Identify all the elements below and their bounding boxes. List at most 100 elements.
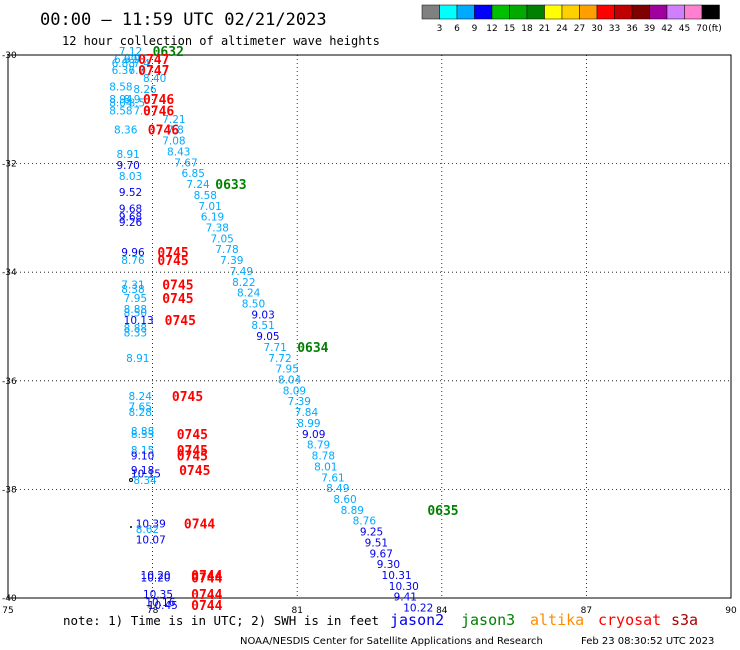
data-point-value: 7.65 — [129, 402, 152, 414]
data-point-value: 7.38 — [206, 222, 229, 234]
data-point-value: 8.36 — [114, 125, 138, 137]
data-point-value: 6.9 — [124, 54, 141, 66]
data-point-value: 8.33 — [131, 429, 154, 441]
x-tick-label: 78 — [147, 606, 159, 616]
colorbar-label: 24 — [556, 24, 568, 34]
data-point-value: 10.45 — [148, 600, 178, 612]
data-point-value: 8.88 — [124, 323, 147, 335]
colorbar-swatch — [509, 4, 528, 20]
data-point-value: 8.04 — [278, 375, 302, 387]
data-point-value: 8.58 — [109, 106, 132, 118]
data-point-value: 6.99 — [114, 54, 137, 66]
data-point-value: 8.60 — [333, 494, 356, 506]
y-tick-label: -40 — [2, 594, 17, 604]
data-point-value: 8.24 — [129, 391, 153, 403]
pass-time-label: 0633 — [215, 178, 246, 193]
pass-time-label: 0632 — [153, 45, 184, 60]
data-point-value: 6.85 — [182, 168, 205, 180]
pass-time-label: 0745 — [165, 314, 196, 329]
y-tick-label: -34 — [2, 268, 17, 278]
data-point-value: 8.79 — [307, 440, 330, 452]
colorbar-swatch — [666, 4, 685, 20]
chart-subtitle: 12 hour collection of altimeter wave hei… — [62, 34, 380, 48]
colorbar-swatch — [439, 4, 458, 20]
data-point-value: 8.94 — [109, 94, 133, 106]
colorbar-swatch — [474, 4, 493, 20]
pass-time-label: 0745 — [179, 464, 210, 479]
note-text: note: 1) Time is in UTC; 2) SWH is in fe… — [63, 613, 379, 628]
pass-time-label: 0744 — [184, 517, 215, 532]
data-point-value: 7.05 — [210, 233, 233, 245]
data-point-value: 10.35 — [143, 589, 173, 601]
data-point-value: 8.9 — [124, 94, 141, 106]
data-point-value: 8.34 — [133, 475, 157, 487]
data-point-value: 8.04 — [109, 98, 133, 110]
data-point-value: 6.7 — [129, 65, 146, 77]
data-point-value: 6.19 — [201, 212, 224, 224]
pass-time-label: 0745 — [162, 292, 193, 307]
data-point-value: 7.8 — [133, 106, 150, 118]
data-point-value: 9.26 — [119, 217, 143, 229]
marker-dot — [130, 526, 132, 528]
plot-frame — [7, 54, 732, 599]
data-point-value: 8.22 — [232, 277, 255, 289]
data-point-value: 7.31 — [121, 279, 144, 291]
y-tick-label: -38 — [2, 485, 17, 495]
data-point-value: 9.96 — [121, 247, 145, 259]
x-tick-label: 90 — [725, 606, 737, 616]
pass-time-label: 0745 — [157, 254, 188, 269]
data-point-value: 7.12 — [119, 46, 142, 58]
data-point-value: 8.99 — [297, 418, 320, 430]
data-point-value: 8.38 — [121, 284, 144, 296]
data-point-value: 10.15 — [131, 468, 161, 480]
colorbar-label: 27 — [574, 24, 585, 34]
legend-s3a: s3a — [671, 611, 698, 629]
data-point-value: 7.08 — [162, 136, 185, 148]
legend-altika: altika — [530, 611, 584, 629]
data-point-value: 7.78 — [215, 244, 238, 256]
data-point-value: 8.50 — [242, 298, 265, 310]
colorbar-label: 42 — [661, 24, 672, 34]
data-point-value: 8.51 — [251, 320, 274, 332]
data-point-value: 8.26 — [133, 84, 157, 96]
colorbar-label: 12 — [486, 24, 497, 34]
pass-time-label: 0745 — [162, 278, 193, 293]
colorbar-swatch — [491, 4, 510, 20]
pass-time-label: 0635 — [427, 504, 458, 519]
data-point-value: 10.16 — [145, 597, 175, 609]
data-point-value: 7.01 — [198, 201, 221, 213]
colorbar-label: 33 — [609, 24, 620, 34]
colorbar-label: 45 — [679, 24, 690, 34]
data-point-value: 7.61 — [321, 472, 344, 484]
data-point-value: 9.52 — [119, 187, 142, 199]
x-tick-label: 75 — [2, 606, 13, 616]
data-point-value: 7.39 — [220, 255, 243, 267]
data-point-value: 8.15 — [131, 445, 154, 457]
data-point-value: 9.30 — [377, 559, 400, 571]
data-point-value: 6.37 — [112, 65, 135, 77]
data-point-value: 8.58 — [194, 190, 217, 202]
pass-time-label: 0744 — [191, 599, 222, 614]
colorbar-label: 6 — [454, 24, 460, 34]
data-point-value: 8.49 — [326, 483, 349, 495]
data-point-value: 9.25 — [360, 527, 383, 539]
data-point-value: 7.8 — [167, 125, 184, 137]
data-point-value: 9.18 — [131, 465, 154, 477]
data-point-value: 8.40 — [143, 73, 166, 85]
pass-time-label: 0747 — [138, 64, 169, 79]
colorbar-swatch — [561, 4, 580, 20]
pass-time-label: 0746 — [143, 93, 174, 108]
data-point-value: 7.39 — [288, 396, 311, 408]
data-point-value: 8.03 — [119, 171, 142, 183]
y-tick-label: -30 — [2, 51, 17, 61]
pass-time-label: 0746 — [148, 124, 179, 139]
data-point-value: 9.03 — [251, 309, 274, 321]
data-point-value: 7.95 — [124, 293, 147, 305]
marker-dot — [129, 478, 133, 482]
data-point-value: 10.39 — [136, 518, 166, 530]
data-point-value: 8.91 — [126, 353, 149, 365]
data-point-value: 8.62 — [136, 524, 159, 536]
pass-time-label: 0744 — [191, 569, 222, 584]
data-point-value: 9.70 — [116, 160, 139, 172]
